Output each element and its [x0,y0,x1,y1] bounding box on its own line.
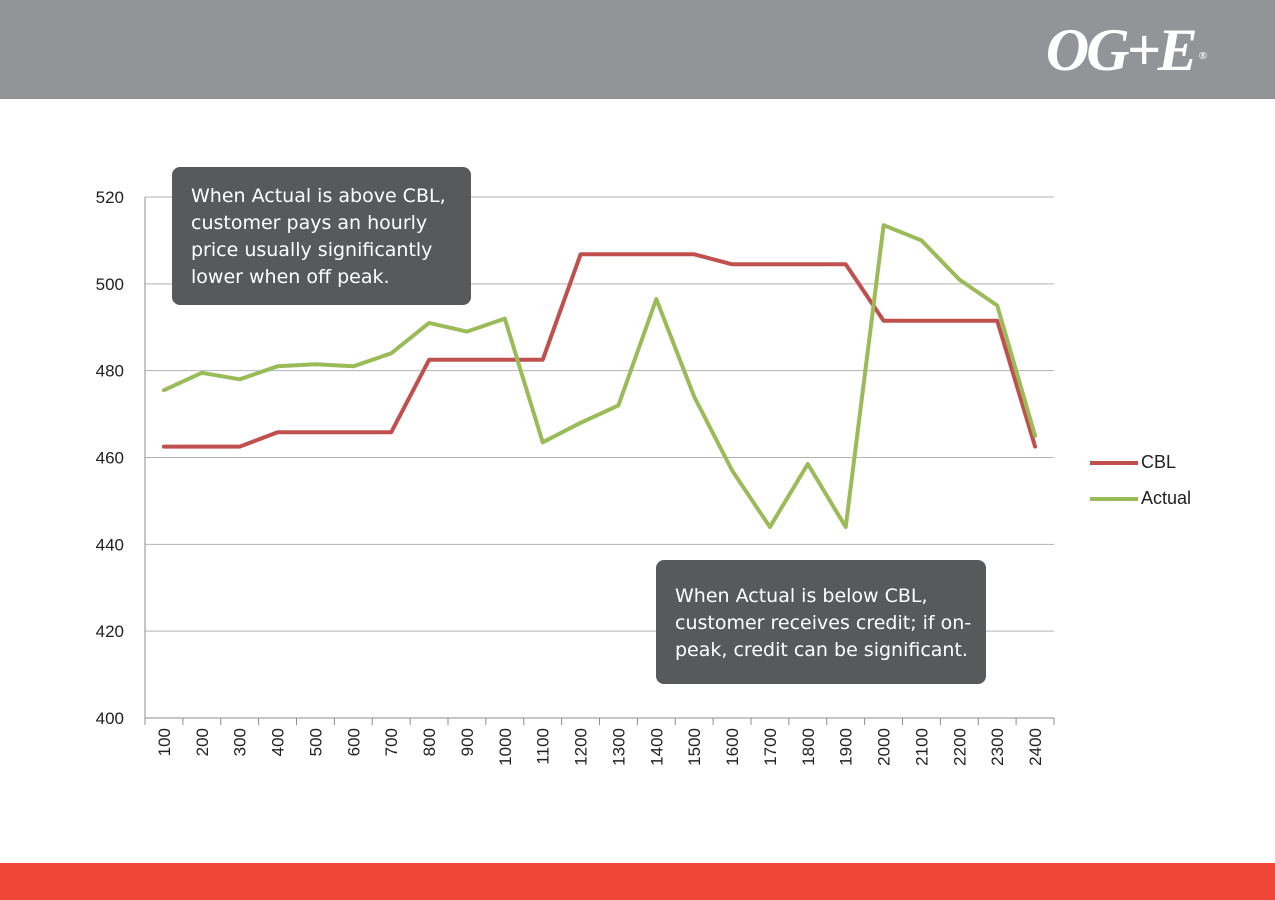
y-tick-label: 440 [96,535,124,554]
x-tick-label: 700 [382,728,401,756]
x-tick-label: 600 [344,728,363,756]
x-tick-label: 1800 [799,728,818,766]
x-tick-label: 1900 [837,728,856,766]
x-tick-label: 2100 [912,728,931,766]
legend-label-cbl: CBL [1141,452,1177,472]
x-tick-label: 900 [458,728,477,756]
series-line-actual [161,223,1038,529]
x-tick-label: 2200 [950,728,969,766]
header-bar: OG+E ® [0,0,1275,99]
x-tick-label: 100 [155,728,174,756]
x-tick-label: 1200 [572,728,591,766]
y-tick-label: 500 [96,275,124,294]
x-tick-label: 2300 [988,728,1007,766]
legend-label-actual: Actual [1141,488,1192,508]
callout-actual-above-cbl: When Actual is above CBL, customer pays … [172,167,471,305]
x-tick-label: 1300 [609,728,628,766]
x-tick-label: 1000 [496,728,515,766]
y-tick-label: 520 [96,188,124,207]
x-tick-label: 1500 [685,728,704,766]
footer-bar [0,863,1275,900]
x-tick-label: 2000 [875,728,894,766]
x-tick-label: 300 [231,728,250,756]
y-tick-label: 460 [96,449,124,468]
x-tick-label: 1400 [647,728,666,766]
oge-logo: OG+E ® [1045,17,1207,83]
x-tick-label: 1700 [761,728,780,766]
x-tick-label: 400 [269,728,288,756]
logo-text: OG+E [1045,17,1198,83]
x-tick-label: 200 [193,728,212,756]
registered-mark: ® [1198,50,1207,62]
y-tick-label: 400 [96,709,124,728]
x-tick-label: 1600 [723,728,742,766]
x-tick-label: 1100 [534,728,553,765]
y-tick-label: 480 [96,362,124,381]
series-line-cbl [161,252,1038,449]
x-tick-label: 800 [420,728,439,756]
callout-actual-below-cbl: When Actual is below CBL, customer recei… [656,560,986,684]
legend-swatch-actual [1090,497,1138,501]
legend-swatch-cbl [1090,461,1138,465]
x-tick-label: 500 [306,728,325,756]
y-tick-label: 420 [96,622,124,641]
x-tick-label: 2400 [1026,728,1045,766]
